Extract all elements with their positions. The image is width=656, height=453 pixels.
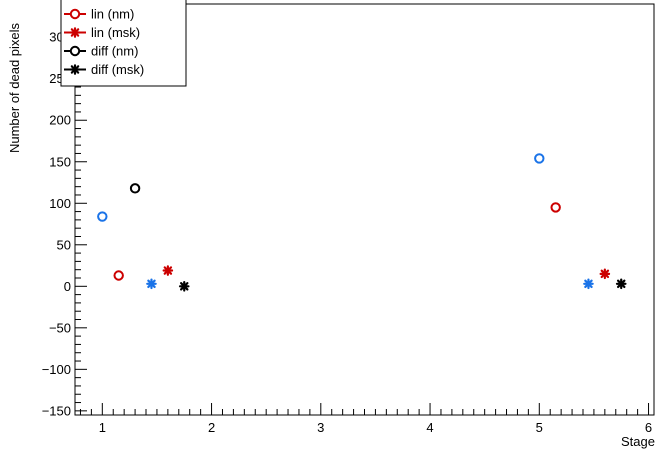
data-point: [69, 27, 81, 38]
y-tick-label: −50: [49, 320, 71, 335]
y-tick-label: 100: [49, 196, 71, 211]
x-tick-label: 6: [645, 420, 652, 435]
y-tick-label: 150: [49, 154, 71, 169]
legend-label: lin (msk): [91, 25, 140, 40]
x-tick-label: 1: [99, 420, 106, 435]
data-point: [599, 268, 611, 280]
y-tick-label: −150: [42, 403, 71, 418]
star-core: [72, 66, 78, 73]
star-core: [602, 271, 608, 277]
y-tick-label: 200: [49, 113, 71, 128]
data-point: [69, 64, 81, 75]
x-tick-label: 2: [208, 420, 215, 435]
data-point: [69, 8, 81, 20]
x-tick-label: 5: [536, 420, 543, 435]
star-core: [165, 267, 171, 274]
data-point: [129, 183, 141, 194]
x-tick-label: 4: [426, 420, 433, 435]
legend-entry: diff (nm): [64, 44, 138, 59]
x-tick-label: 3: [317, 420, 324, 435]
data-point: [583, 278, 594, 290]
star-core: [148, 281, 155, 287]
data-point: [113, 270, 124, 281]
legend-entry: lin (nm): [64, 7, 134, 22]
star-core: [618, 281, 624, 287]
star-core: [585, 281, 592, 287]
y-tick-label: 50: [57, 237, 71, 252]
data-point: [534, 153, 545, 164]
data-point: [146, 278, 157, 290]
legend-entry: diff (msk): [64, 62, 144, 77]
data-point: [550, 202, 561, 213]
data-point: [615, 278, 627, 290]
y-tick-label: −100: [42, 362, 71, 377]
data-point: [178, 281, 190, 292]
data-point: [162, 265, 174, 276]
legend: lin (nm) lin (msk) diff (nm) diff (msk): [60, 0, 187, 87]
y-tick-label: 0: [64, 279, 71, 294]
data-point: [97, 211, 108, 222]
data-points: [97, 153, 627, 292]
star-core: [181, 283, 187, 289]
legend-label: lin (nm): [91, 7, 134, 22]
star-core: [72, 29, 78, 36]
legend-label: diff (msk): [91, 62, 144, 77]
data-point: [69, 45, 81, 57]
legend-label: diff (nm): [91, 44, 138, 59]
x-axis-label: Stage: [621, 434, 655, 449]
legend-entry: lin (msk): [64, 25, 140, 40]
y-axis-label: Number of dead pixels: [7, 22, 22, 153]
